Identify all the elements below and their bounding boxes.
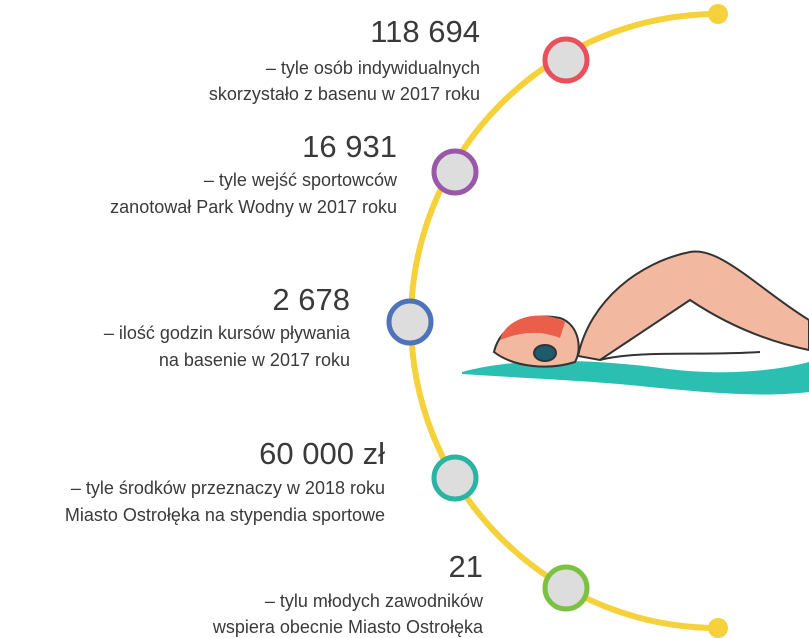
body-line xyxy=(600,352,760,360)
description: – tylu młodych zawodników xyxy=(265,591,484,611)
number: 21 xyxy=(449,549,483,584)
description: – tyle wejść sportowców xyxy=(204,170,398,190)
number: 118 694 xyxy=(370,14,480,49)
description: – tyle środków przeznaczy w 2018 roku xyxy=(71,478,385,498)
arc-end xyxy=(708,4,728,24)
description: wspiera obecnie Miasto Ostrołęka xyxy=(212,617,484,637)
number: 2 678 xyxy=(272,282,350,317)
description: Miasto Ostrołęka na stypendia sportowe xyxy=(65,505,385,525)
marker xyxy=(545,39,587,81)
description: skorzystało z basenu w 2017 roku xyxy=(209,84,480,104)
goggles xyxy=(534,345,556,361)
swimmer xyxy=(462,251,809,394)
body xyxy=(578,251,809,360)
marker xyxy=(389,301,431,343)
marker xyxy=(434,457,476,499)
marker xyxy=(434,151,476,193)
infographic: 118 694 – tyle osób indywidualnych skorz… xyxy=(0,0,809,638)
description: – ilość godzin kursów pływania xyxy=(104,323,351,343)
number: 60 000 zł xyxy=(259,436,385,471)
description: – tyle osób indywidualnych xyxy=(266,58,480,78)
water xyxy=(462,361,809,394)
description: na basenie w 2017 roku xyxy=(159,350,350,370)
marker xyxy=(545,567,587,609)
number: 16 931 xyxy=(302,129,397,164)
description: zanotował Park Wodny w 2017 roku xyxy=(110,197,397,217)
arc-end xyxy=(708,618,728,638)
